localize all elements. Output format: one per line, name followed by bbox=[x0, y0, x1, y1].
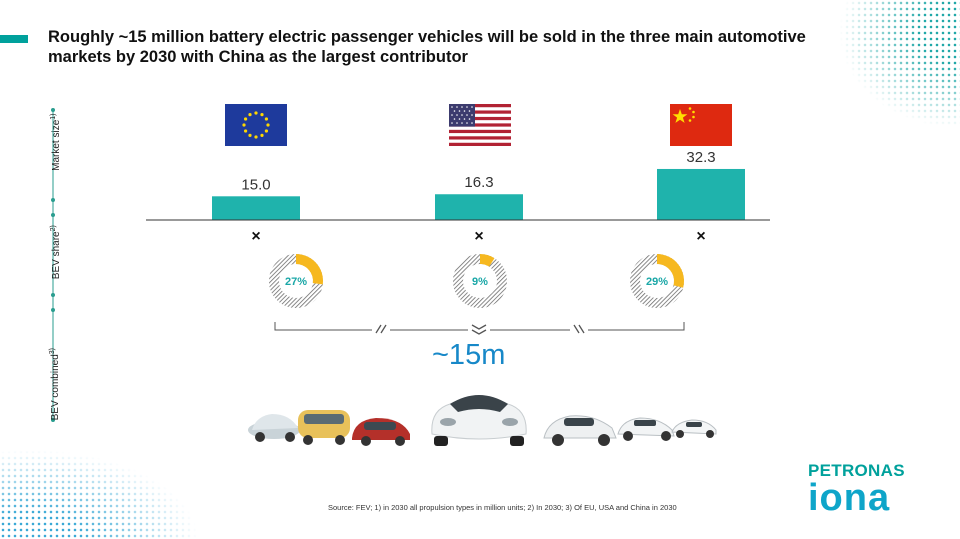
donut-bev-share-usa bbox=[480, 254, 495, 267]
multiply-icon: × bbox=[474, 228, 483, 245]
bar-china bbox=[657, 168, 745, 220]
brace-break-left bbox=[375, 324, 387, 334]
slide-title: Roughly ~15 million battery electric pas… bbox=[48, 28, 806, 66]
tesla-cars-image bbox=[543, 415, 717, 446]
brace-break-right bbox=[573, 324, 585, 334]
donut-share-label: 9% bbox=[472, 276, 488, 288]
china-flag-icon bbox=[670, 104, 732, 146]
eu-flag-icon bbox=[225, 104, 287, 146]
brand-logo: PETRONAS iona bbox=[808, 461, 905, 519]
combine-brace bbox=[274, 322, 685, 335]
donut-bev-share-china bbox=[657, 254, 684, 288]
bar-usa bbox=[435, 194, 523, 220]
multiply-icon: × bbox=[251, 228, 260, 245]
decorative-dots-top-right bbox=[730, 0, 960, 160]
brand-name: PETRONAS bbox=[808, 461, 905, 480]
donut-share-label: 29% bbox=[646, 276, 668, 288]
brand-sub: iona bbox=[808, 477, 891, 519]
donut-bev-share-eu bbox=[296, 254, 324, 285]
bar-value-label: 16.3 bbox=[464, 174, 493, 191]
source-footnote: Source: FEV; 1) in 2030 all propulsion t… bbox=[328, 503, 677, 512]
donut-share-label: 27% bbox=[285, 276, 307, 288]
total-bev-label: ~15m bbox=[432, 339, 506, 371]
bar-value-label: 32.3 bbox=[686, 149, 715, 166]
usa-flag-icon bbox=[449, 104, 511, 146]
bar-value-label: 15.0 bbox=[241, 176, 270, 193]
brace-center-chevron bbox=[471, 324, 487, 335]
decorative-dots-bottom-left bbox=[0, 389, 300, 539]
porsche-taycan-image bbox=[431, 395, 527, 446]
multiply-icon: × bbox=[696, 228, 705, 245]
side-axis-line bbox=[51, 108, 55, 422]
accent-bar bbox=[0, 35, 28, 43]
bar-eu bbox=[212, 196, 300, 220]
vw-id-cars-image bbox=[248, 410, 410, 446]
